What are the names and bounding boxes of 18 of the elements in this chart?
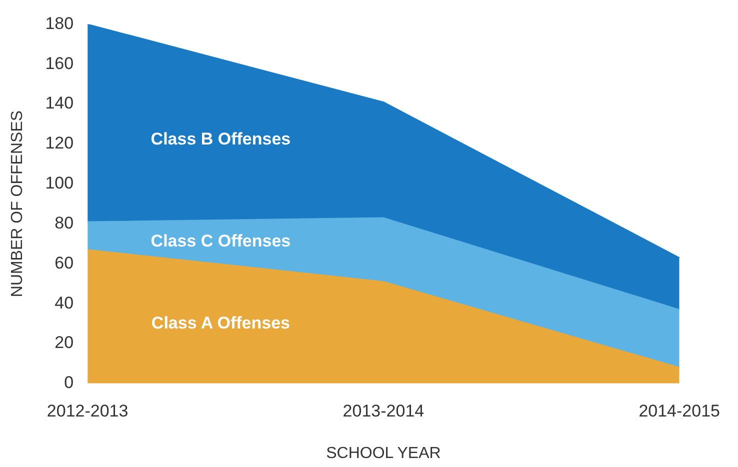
x-tick-label: 2014-2015	[638, 401, 720, 420]
x-tick-label: 2013-2014	[342, 401, 424, 420]
y-tick-label: 120	[45, 134, 74, 153]
y-tick-label: 140	[45, 94, 74, 113]
y-tick-label: 0	[64, 373, 74, 392]
y-tick-label: 20	[54, 333, 74, 352]
y-tick-label: 80	[54, 213, 74, 232]
series-label: Class A Offenses	[151, 313, 290, 332]
y-tick-label: 40	[54, 293, 74, 312]
y-axis-title: NUMBER OF OFFENSES	[9, 110, 26, 298]
y-tick-label: 100	[45, 174, 74, 193]
series-label: Class B Offenses	[150, 129, 291, 148]
y-tick-label: 180	[45, 14, 74, 33]
x-axis-title: SCHOOL YEAR	[326, 444, 441, 462]
y-tick-label: 160	[45, 54, 74, 73]
y-tick-label: 60	[54, 253, 74, 272]
series-label: Class C Offenses	[150, 232, 291, 251]
x-tick-label: 2012-2013	[46, 401, 128, 420]
